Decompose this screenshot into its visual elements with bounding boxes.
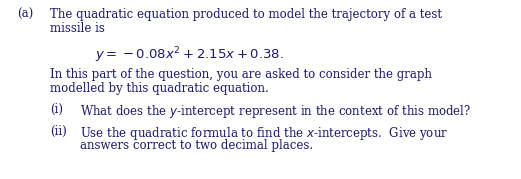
Text: The quadratic equation produced to model the trajectory of a test: The quadratic equation produced to model… bbox=[50, 8, 442, 21]
Text: What does the $y$-intercept represent in the context of this model?: What does the $y$-intercept represent in… bbox=[80, 103, 471, 120]
Text: missile is: missile is bbox=[50, 22, 105, 35]
Text: answers correct to two decimal places.: answers correct to two decimal places. bbox=[80, 139, 313, 152]
Text: modelled by this quadratic equation.: modelled by this quadratic equation. bbox=[50, 82, 269, 95]
Text: In this part of the question, you are asked to consider the graph: In this part of the question, you are as… bbox=[50, 68, 432, 81]
Text: Use the quadratic formula to find the $x$-intercepts.  Give your: Use the quadratic formula to find the $x… bbox=[80, 125, 448, 142]
Text: (i): (i) bbox=[50, 103, 63, 116]
Text: (ii): (ii) bbox=[50, 125, 67, 138]
Text: $y = -0.08x^2 + 2.15x + 0.38.$: $y = -0.08x^2 + 2.15x + 0.38.$ bbox=[95, 45, 284, 65]
Text: (a): (a) bbox=[17, 8, 33, 21]
